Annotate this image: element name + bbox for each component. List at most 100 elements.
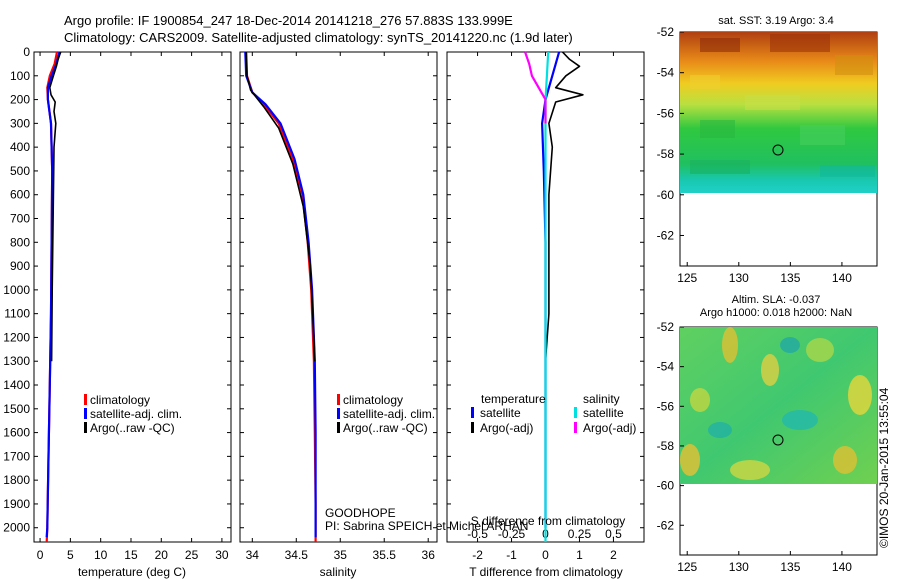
- x-tick-label: 15: [124, 548, 138, 562]
- legend-swatch-clim: [337, 394, 340, 405]
- x-tick-label: 30: [215, 548, 229, 562]
- sst-patch: [770, 34, 830, 52]
- depth-tick-label: 1000: [3, 283, 30, 297]
- diff-axis-label: T difference from climatology: [469, 565, 623, 579]
- lon-tick-label: 125: [677, 271, 697, 285]
- s-diff-tick-label: 0.5: [605, 527, 622, 541]
- depth-tick-label: 700: [10, 212, 30, 226]
- salinity-axis-label: salinity: [320, 565, 357, 579]
- x-tick-label: 34: [246, 548, 260, 562]
- legend-swatch-s-argo: [574, 422, 577, 433]
- lat-tick-label: -52: [657, 25, 675, 39]
- legend-label-t-argo: Argo(-adj): [480, 421, 533, 435]
- sst-texture: [690, 34, 875, 177]
- profile-lines: [45, 51, 584, 543]
- sst-map-title: sat. SST: 3.19 Argo: 3.4: [718, 15, 834, 27]
- diff-legend: temperature salinity satellite Argo(-adj…: [471, 392, 636, 435]
- legend-title-temperature: temperature: [481, 392, 546, 406]
- lat-tick-label: -60: [657, 188, 675, 202]
- depth-tick-label: 100: [10, 69, 30, 83]
- sla-blob: [806, 338, 834, 362]
- legend-swatch-argo: [84, 422, 87, 433]
- lon-tick-label: 130: [729, 560, 749, 574]
- argo-location-marker: [772, 434, 784, 446]
- figure-title-line1: Argo profile: IF 1900854_247 18-Dec-2014…: [64, 13, 513, 28]
- salinity-panel-frame: [239, 51, 438, 543]
- lon-tick-label: 130: [729, 271, 749, 285]
- series-line-salinity-satellite: [544, 51, 550, 542]
- series-line-satellite-adj-clim-: [244, 51, 317, 538]
- depth-tick-label: 1400: [3, 378, 30, 392]
- lat-tick-label: -54: [657, 66, 675, 80]
- sla-blob: [680, 444, 700, 476]
- depth-tick-label: 2000: [3, 521, 30, 535]
- x-axes: 0 5 10 15 20 25 30 34 34.5 35 35.5 36 -2 -1 0 1 2 -0.5 -0.…: [37, 52, 622, 562]
- legend-label-clim: climatology: [90, 393, 150, 407]
- x-tick-label: 35.5: [373, 548, 397, 562]
- sla-blob: [780, 337, 800, 353]
- s-diff-tick-label: -0.5: [467, 527, 488, 541]
- lat-tick-label: -62: [657, 518, 675, 532]
- pi-annotation: PI: Sabrina SPEICH et Michel ARHAN: [325, 519, 528, 533]
- legend-swatch-clim: [84, 394, 87, 405]
- sst-patch: [800, 125, 845, 145]
- legend-swatch-s-sat: [574, 407, 577, 418]
- lat-tick-label: -52: [657, 320, 675, 334]
- lat-tick-label: -58: [657, 147, 675, 161]
- sla-blob: [722, 327, 738, 363]
- sla-map-axes: -52 -54 -56 -58 -60 -62 125 130 135 140: [657, 320, 853, 574]
- lon-tick-label: 135: [780, 560, 800, 574]
- legend-swatch-argo: [337, 422, 340, 433]
- sst-patch: [690, 75, 720, 89]
- credit-text: ©IMOS 20-Jan-2015 13:55:04: [877, 387, 891, 548]
- sla-map-title-1: Altim. SLA: -0.037: [732, 294, 821, 306]
- depth-tick-label: 1300: [3, 354, 30, 368]
- temperature-axis-label: temperature (deg C): [78, 565, 186, 579]
- sst-patch: [745, 95, 800, 110]
- salinity-legend: climatology satellite-adj. clim. Argo(..…: [337, 393, 435, 435]
- legend-label-s-argo: Argo(-adj): [583, 421, 636, 435]
- lat-tick-label: -62: [657, 228, 675, 242]
- sla-blob: [761, 354, 779, 386]
- lon-tick-label: 140: [832, 560, 852, 574]
- legend-swatch-sat: [84, 408, 87, 419]
- legend-label-s-sat: satellite: [583, 406, 624, 420]
- series-line-satellite-adj-clim-: [45, 51, 61, 538]
- lat-tick-label: -54: [657, 360, 675, 374]
- sla-blob: [708, 422, 732, 438]
- s-diff-tick-label: 0.25: [568, 527, 592, 541]
- x-tick-label: -2: [472, 548, 483, 562]
- x-tick-label: -1: [506, 548, 517, 562]
- series-line-argo-raw-qc-: [48, 51, 62, 362]
- x-tick-label: 35: [334, 548, 348, 562]
- lon-tick-label: 140: [832, 271, 852, 285]
- x-tick-label: 2: [610, 548, 617, 562]
- depth-tick-label: 600: [10, 188, 30, 202]
- temperature-legend: climatology satellite-adj. clim. Argo(..…: [84, 393, 182, 435]
- x-tick-label: 34.5: [285, 548, 309, 562]
- depth-tick-label: 200: [10, 93, 30, 107]
- legend-swatch-sat: [337, 408, 340, 419]
- sla-blob: [833, 446, 857, 474]
- legend-swatch-t-sat: [471, 407, 474, 418]
- s-diff-tick-label: -0.25: [498, 527, 526, 541]
- depth-tick-label: 1500: [3, 402, 30, 416]
- x-tick-label: 1: [576, 548, 583, 562]
- figure-title-line2: Climatology: CARS2009. Satellite-adjuste…: [64, 30, 573, 45]
- series-line-salinity-argo-adj-: [524, 51, 547, 124]
- s-diff-axis-label: S difference from climatology: [471, 514, 626, 528]
- legend-label-sat: satellite-adj. clim.: [90, 407, 182, 421]
- legend-swatch-t-argo: [471, 422, 474, 433]
- sla-blob: [782, 410, 818, 430]
- depth-tick-label: 900: [10, 259, 30, 273]
- lon-tick-label: 125: [677, 560, 697, 574]
- sst-patch: [690, 160, 750, 174]
- sla-blob: [690, 388, 710, 412]
- depth-tick-label: 1100: [4, 307, 30, 321]
- lat-tick-label: -56: [657, 106, 675, 120]
- legend-label-t-sat: satellite: [480, 406, 521, 420]
- temperature-panel-frame: [33, 51, 232, 543]
- depth-tick-label: 1200: [3, 330, 30, 344]
- sst-patch: [700, 120, 735, 138]
- sst-patch: [820, 165, 875, 177]
